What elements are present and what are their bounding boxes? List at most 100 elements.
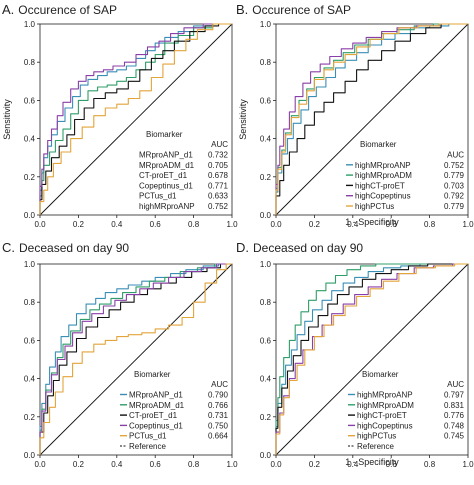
x-tick-label: 0.2	[309, 460, 321, 469]
roc-curve-3	[275, 263, 468, 455]
legend-label: highMRproANP	[139, 202, 195, 211]
roc-curve-3	[275, 23, 468, 215]
y-tick-label: 0.0	[260, 451, 272, 460]
x-tick-label: 0.4	[347, 460, 359, 469]
y-tick-label: 0.6	[260, 96, 272, 105]
x-tick-label: 0.6	[386, 220, 398, 229]
y-tick-label: 1.0	[260, 20, 272, 29]
roc-curve-1	[275, 263, 468, 455]
legend-label: highPCTus	[357, 432, 396, 441]
legend-auc-value: 0.732	[208, 151, 229, 160]
legend-label: highMRproANP	[355, 161, 411, 170]
legend-label: Copeptinus_d1	[139, 181, 193, 190]
legend-header: Biomarker	[360, 140, 397, 149]
y-tick-label: 0.6	[24, 336, 36, 345]
y-tick-label: 0.0	[24, 211, 36, 220]
legend-auc-value: 0.752	[208, 202, 229, 211]
legend-auc-value: 0.664	[208, 432, 229, 441]
legend-auc-value: 0.779	[444, 171, 465, 180]
legend-label: highCT-proET	[357, 411, 407, 420]
legend-label: MRproADM_d1	[129, 401, 185, 410]
legend-auc-value: 0.748	[444, 421, 465, 430]
x-tick-label: 0.8	[424, 220, 436, 229]
y-tick-label: 1.0	[24, 260, 36, 269]
panel-title-text: Deceased on day 90	[253, 241, 363, 255]
legend-auc-value: 0.790	[208, 391, 229, 400]
legend-auc-value: 0.831	[444, 401, 465, 410]
legend-header: Biomarker	[146, 130, 183, 139]
y-tick-label: 0.4	[260, 375, 272, 384]
x-axis-label: 1 - Specificity	[345, 217, 399, 227]
x-tick-label: 0.8	[188, 220, 200, 229]
reference-line	[275, 23, 469, 216]
panel-title: A. Occurence of SAP	[2, 2, 117, 17]
legend-label: MRproADM_d1	[139, 161, 195, 170]
legend-auc-header: AUC	[211, 140, 228, 149]
x-tick-label: 0.4	[347, 220, 359, 229]
panel-letter: C.	[2, 240, 15, 255]
legend-label: highCopeptinus	[355, 192, 411, 201]
x-tick-label: 0.6	[150, 220, 162, 229]
x-tick-label: 0.8	[188, 460, 200, 469]
x-tick-label: 1.0	[462, 220, 474, 229]
roc-curve-4	[275, 23, 468, 215]
legend-auc-value: 0.766	[208, 401, 229, 410]
y-tick-label: 0.2	[24, 173, 36, 182]
y-tick-label: 1.0	[24, 20, 36, 29]
y-tick-label: 0.2	[24, 413, 36, 422]
legend-auc-value: 0.776	[444, 411, 465, 420]
x-tick-label: 0.2	[309, 220, 321, 229]
legend-auc-value: 0.771	[208, 181, 229, 190]
plot-frame	[275, 23, 469, 216]
legend-label: MRproANP_d1	[139, 151, 193, 160]
legend-auc-value: 0.752	[444, 161, 465, 170]
legend-label: highCT-proET	[355, 181, 405, 190]
legend-auc-value: 0.731	[208, 411, 229, 420]
panel-title-text: Deceased on day 90	[19, 241, 129, 255]
roc-curve-4	[39, 23, 232, 215]
x-axis-label: 1 - Specificity	[345, 457, 399, 467]
x-tick-label: 0.2	[73, 460, 85, 469]
legend-auc-header: AUC	[447, 380, 464, 389]
x-tick-label: 0.6	[150, 460, 162, 469]
y-tick-label: 0.2	[260, 173, 272, 182]
x-tick-label: 0.4	[111, 460, 123, 469]
x-tick-label: 0.2	[73, 220, 85, 229]
panel-title-text: Occurence of SAP	[18, 3, 117, 17]
y-tick-label: 0.4	[260, 135, 272, 144]
x-tick-label: 0.6	[386, 460, 398, 469]
y-tick-label: 0.0	[260, 211, 272, 220]
legend-auc-value: 0.633	[208, 192, 229, 201]
legend: Biomarker AUC MRproANP_d1 0.732 MRproADM_d1 0…	[139, 130, 229, 211]
y-axis-label: Sensitivity	[238, 99, 248, 140]
roc-curve-5	[39, 263, 232, 455]
reference-line	[39, 263, 233, 456]
y-tick-label: 0.6	[24, 96, 36, 105]
panel-letter: D.	[236, 240, 249, 255]
roc-curve-5	[275, 263, 468, 455]
x-tick-label: 0.0	[270, 460, 282, 469]
legend-auc-value: 0.779	[444, 202, 465, 211]
legend-label: CT-proET_d1	[129, 411, 178, 420]
legend-auc-value: 0.797	[444, 391, 465, 400]
roc-curve-4	[275, 263, 468, 455]
legend-label: PCTus_d1	[139, 192, 177, 201]
panel-letter: A.	[2, 2, 14, 17]
roc-curve-2	[39, 23, 232, 215]
panel-title: D. Deceased on day 90	[236, 240, 363, 255]
legend-label: highMRproADM	[355, 171, 412, 180]
y-tick-label: 0.4	[24, 375, 36, 384]
legend-auc-header: AUC	[447, 151, 464, 160]
roc-panel-1: A. Occurence of SAP 0.0 0.2 0.4 0.6 0.8 1.0 0.0 0…	[2, 2, 238, 229]
legend-auc-value: 0.705	[208, 161, 229, 170]
reference-line	[275, 263, 469, 456]
y-tick-label: 1.0	[260, 260, 272, 269]
roc-curve-5	[39, 23, 232, 215]
legend-label: CT-proET_d1	[139, 171, 188, 180]
legend-auc-value: 0.745	[444, 432, 465, 441]
legend-auc-value: 0.792	[444, 192, 465, 201]
plot-frame	[275, 263, 469, 456]
panel-title: B. Occurence of SAP	[236, 2, 351, 17]
x-tick-label: 0.4	[111, 220, 123, 229]
legend: Biomarker AUC highMRproANP 0.797 highMRproAD…	[348, 370, 465, 451]
